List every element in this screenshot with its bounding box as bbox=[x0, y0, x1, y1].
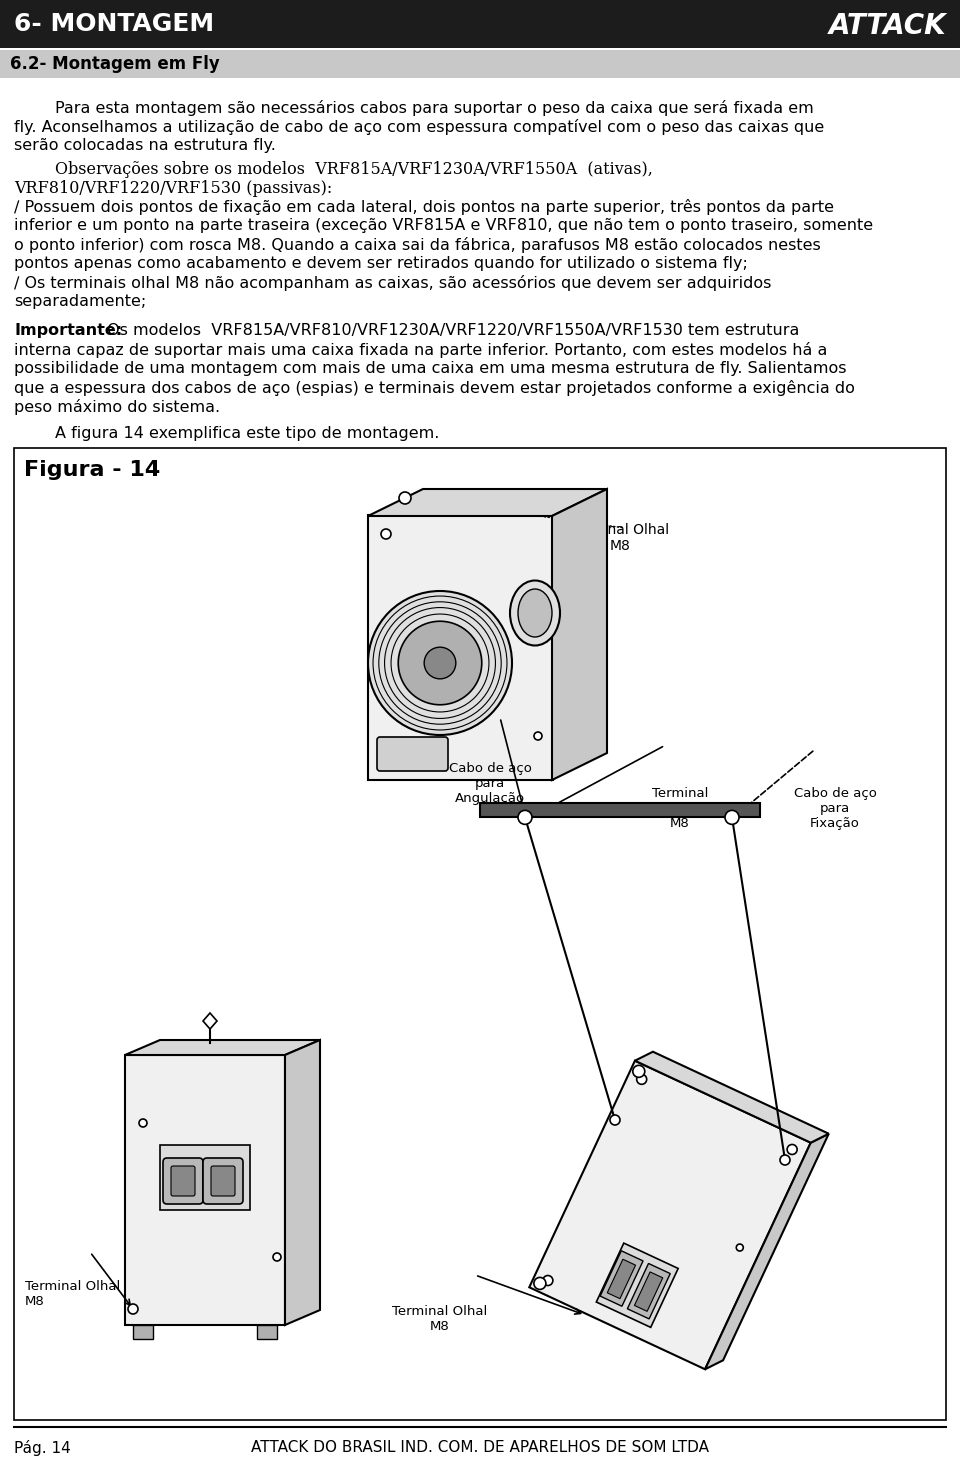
Text: interna capaz de suportar mais uma caixa fixada na parte inferior. Portanto, com: interna capaz de suportar mais uma caixa… bbox=[14, 342, 828, 359]
FancyBboxPatch shape bbox=[171, 1166, 195, 1196]
Text: inferior e um ponto na parte traseira (exceção VRF815A e VRF810, que não tem o p: inferior e um ponto na parte traseira (e… bbox=[14, 218, 874, 233]
Circle shape bbox=[273, 1252, 281, 1261]
Text: Cabo de aço
para
Fixação: Cabo de aço para Fixação bbox=[794, 787, 876, 830]
Circle shape bbox=[424, 648, 456, 679]
Text: ∕ Os terminais olhal M8 não acompanham as caixas, são acessórios que devem ser a: ∕ Os terminais olhal M8 não acompanham a… bbox=[14, 276, 772, 290]
Circle shape bbox=[542, 1276, 553, 1285]
Text: ATTACK DO BRASIL IND. COM. DE APARELHOS DE SOM LTDA: ATTACK DO BRASIL IND. COM. DE APARELHOS … bbox=[251, 1441, 709, 1455]
Text: Observações sobre os modelos  VRF815A/VRF1230A/VRF1550A  (ativas),: Observações sobre os modelos VRF815A/VRF… bbox=[14, 162, 653, 178]
Circle shape bbox=[636, 1074, 647, 1085]
Text: pontos apenas como acabamento e devem ser retirados quando for utilizado o siste: pontos apenas como acabamento e devem se… bbox=[14, 256, 748, 271]
Text: separadamente;: separadamente; bbox=[14, 293, 146, 310]
Circle shape bbox=[518, 811, 532, 824]
Text: A figura 14 exemplifica este tipo de montagem.: A figura 14 exemplifica este tipo de mon… bbox=[14, 425, 440, 442]
FancyBboxPatch shape bbox=[203, 1157, 243, 1203]
Circle shape bbox=[725, 811, 739, 824]
Text: Terminal
Olhal
M8: Terminal Olhal M8 bbox=[652, 787, 708, 830]
Bar bbox=[160, 1146, 250, 1209]
Bar bbox=[0, 50, 960, 79]
FancyBboxPatch shape bbox=[163, 1157, 203, 1203]
Polygon shape bbox=[596, 1243, 678, 1328]
Polygon shape bbox=[608, 1260, 636, 1298]
Polygon shape bbox=[705, 1134, 828, 1369]
Bar bbox=[257, 1325, 277, 1340]
Text: Cabo de aço
para
Angulação: Cabo de aço para Angulação bbox=[448, 762, 532, 805]
Circle shape bbox=[610, 1114, 620, 1125]
Bar bbox=[14, 448, 946, 1420]
Bar bbox=[368, 516, 553, 780]
Polygon shape bbox=[600, 1251, 643, 1306]
Text: ATTACK: ATTACK bbox=[828, 12, 946, 40]
Ellipse shape bbox=[518, 588, 552, 637]
Text: Terminal Olhal
M8: Terminal Olhal M8 bbox=[393, 1306, 488, 1332]
Ellipse shape bbox=[510, 581, 560, 646]
Polygon shape bbox=[368, 489, 607, 516]
Circle shape bbox=[139, 1119, 147, 1126]
Polygon shape bbox=[125, 1040, 320, 1055]
Text: 6- MONTAGEM: 6- MONTAGEM bbox=[14, 12, 214, 36]
Circle shape bbox=[633, 1066, 645, 1077]
Circle shape bbox=[534, 1277, 546, 1289]
Text: ∕ Possuem dois pontos de fixação em cada lateral, dois pontos na parte superior,: ∕ Possuem dois pontos de fixação em cada… bbox=[14, 199, 834, 215]
Text: Pág. 14: Pág. 14 bbox=[14, 1441, 71, 1455]
Polygon shape bbox=[285, 1040, 320, 1325]
Text: que a espessura dos cabos de aço (espias) e terminais devem estar projetados con: que a espessura dos cabos de aço (espias… bbox=[14, 379, 854, 396]
Text: Importante:: Importante: bbox=[14, 323, 122, 338]
Text: Os modelos  VRF815A/VRF810/VRF1230A/VRF1220/VRF1550A/VRF1530 tem estrutura: Os modelos VRF815A/VRF810/VRF1230A/VRF12… bbox=[102, 323, 800, 338]
Bar bbox=[125, 1055, 285, 1325]
Text: o ponto inferior) com rosca M8. Quando a caixa sai da fábrica, parafusos M8 estã: o ponto inferior) com rosca M8. Quando a… bbox=[14, 237, 821, 253]
Text: serão colocadas na estrutura fly.: serão colocadas na estrutura fly. bbox=[14, 138, 276, 153]
Polygon shape bbox=[635, 1272, 662, 1312]
Circle shape bbox=[381, 529, 391, 539]
Polygon shape bbox=[203, 1014, 217, 1029]
Polygon shape bbox=[635, 1052, 828, 1143]
Text: Figura - 14: Figura - 14 bbox=[24, 459, 160, 480]
Bar bbox=[133, 1325, 153, 1340]
FancyBboxPatch shape bbox=[377, 737, 448, 771]
Polygon shape bbox=[552, 489, 607, 780]
Circle shape bbox=[780, 1154, 790, 1165]
Text: fly. Aconselhamos a utilização de cabo de aço com espessura compatível com o pes: fly. Aconselhamos a utilização de cabo d… bbox=[14, 119, 825, 135]
Circle shape bbox=[398, 621, 482, 705]
Polygon shape bbox=[628, 1264, 670, 1319]
Text: possibilidade de uma montagem com mais de uma caixa em uma mesma estrutura de fl: possibilidade de uma montagem com mais d… bbox=[14, 362, 847, 376]
Text: peso máximo do sistema.: peso máximo do sistema. bbox=[14, 399, 220, 415]
Text: VRF810/VRF1220/VRF1530 (passivas):: VRF810/VRF1220/VRF1530 (passivas): bbox=[14, 179, 332, 197]
Circle shape bbox=[534, 732, 542, 740]
Circle shape bbox=[128, 1304, 138, 1315]
Text: 6.2- Montagem em Fly: 6.2- Montagem em Fly bbox=[10, 55, 220, 73]
Polygon shape bbox=[529, 1061, 811, 1369]
Circle shape bbox=[399, 492, 411, 504]
Text: Terminal Olhal
M8: Terminal Olhal M8 bbox=[25, 1280, 120, 1309]
Circle shape bbox=[368, 591, 512, 735]
Text: Para esta montagem são necessários cabos para suportar o peso da caixa que será : Para esta montagem são necessários cabos… bbox=[14, 99, 814, 116]
FancyBboxPatch shape bbox=[211, 1166, 235, 1196]
Circle shape bbox=[787, 1144, 797, 1154]
Bar bbox=[480, 803, 760, 818]
Text: Terminal Olhal
M8: Terminal Olhal M8 bbox=[570, 523, 669, 553]
Circle shape bbox=[736, 1243, 743, 1251]
Bar bbox=[0, 0, 960, 47]
